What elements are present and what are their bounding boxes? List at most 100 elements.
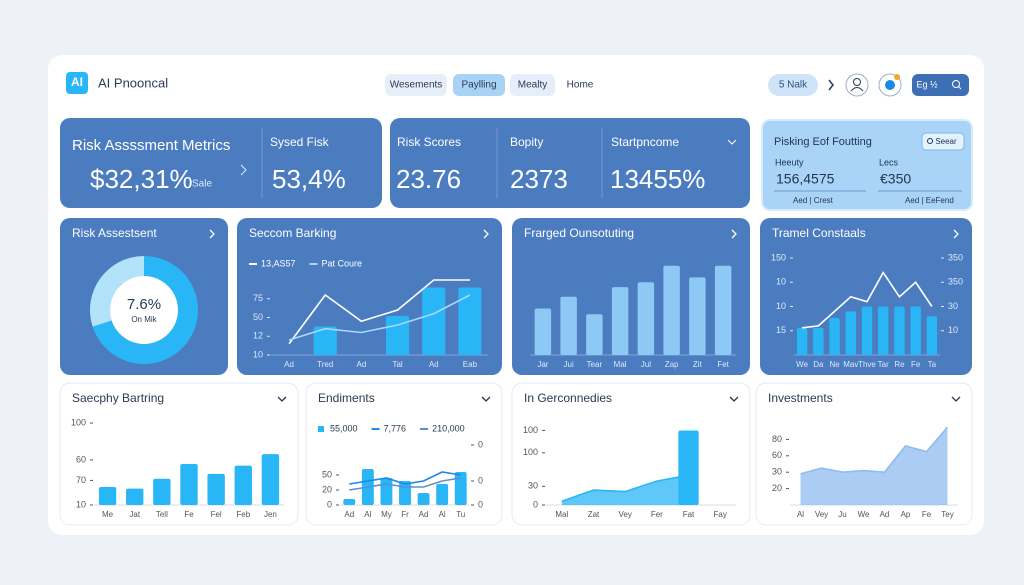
- area: [800, 427, 948, 505]
- x-tick-label: Ta: [928, 360, 937, 369]
- kpi-title: Risk Assssment Metrics: [72, 137, 230, 154]
- x-tick-label: Al: [439, 510, 446, 519]
- kpi-value: €350: [880, 171, 911, 187]
- x-tick-label: Ad: [429, 360, 439, 369]
- x-tick-label: Tey: [941, 510, 953, 519]
- bar: [180, 464, 198, 505]
- chevron[interactable]: [953, 229, 959, 239]
- x-tick-label: Thve: [858, 360, 876, 369]
- area: [561, 475, 689, 505]
- nav-label: Mealty: [518, 80, 547, 91]
- y2-tick-label: 0: [478, 439, 483, 449]
- bar: [454, 472, 467, 505]
- x-tick-label: Feb: [236, 510, 250, 519]
- x-tick-label: We: [796, 360, 808, 369]
- chevron[interactable]: [729, 396, 739, 402]
- chevron[interactable]: [277, 396, 287, 402]
- status-pill[interactable]: [768, 74, 818, 96]
- nav-tab[interactable]: [385, 74, 447, 96]
- bar: [611, 287, 629, 355]
- chevron[interactable]: [731, 229, 737, 239]
- bar: [126, 488, 144, 505]
- y-tick-label: 20: [772, 483, 782, 493]
- bar: [689, 277, 706, 355]
- panel-title: In Gerconnedies: [524, 391, 612, 405]
- x-tick-label: Ju: [838, 510, 846, 519]
- search-icon-handle: [958, 86, 962, 90]
- x-tick-label: Ad: [419, 510, 429, 519]
- donut-hole: [110, 276, 178, 344]
- bar: [534, 308, 552, 355]
- bar: [637, 282, 655, 355]
- chevron[interactable]: [727, 139, 737, 145]
- kpi-card: [60, 118, 382, 208]
- nav-label: Paylling: [461, 80, 496, 91]
- y-tick-label: 10: [776, 301, 786, 311]
- x-tick-label: Mal: [614, 360, 627, 369]
- status-text: 5 Nalk: [779, 80, 808, 91]
- bar: [417, 493, 430, 505]
- bar: [380, 478, 393, 505]
- kpi-label: Heeuty: [775, 157, 804, 167]
- chevron[interactable]: [483, 229, 489, 239]
- x-tick-label: Ad: [357, 360, 367, 369]
- notification-dot: [894, 74, 900, 80]
- x-tick-label: Ne: [829, 360, 840, 369]
- kpi-title: Pisking Eof Foutting: [774, 136, 872, 148]
- filter-button[interactable]: [921, 132, 965, 151]
- chevron[interactable]: [951, 396, 961, 402]
- line: [802, 271, 933, 329]
- x-tick-label: Me: [102, 510, 114, 519]
- bar: [678, 430, 699, 505]
- kpi-footer: Aed | Crest: [793, 196, 834, 205]
- x-tick-label: Tar: [878, 360, 889, 369]
- legend-label: 7,776: [384, 423, 407, 433]
- nav-label: Home: [567, 80, 594, 91]
- nav-label: Wesements: [390, 80, 443, 91]
- line: [800, 426, 949, 475]
- y-tick-label: 70: [76, 475, 86, 485]
- bar: [313, 326, 337, 355]
- search-icon: [952, 80, 960, 88]
- button-icon: [927, 138, 933, 144]
- kpi-note: Sale: [192, 179, 212, 190]
- y-tick-label: 10: [76, 499, 86, 509]
- y-tick-label: 30: [772, 467, 782, 477]
- nav-tab[interactable]: [510, 74, 555, 96]
- bar: [845, 311, 856, 355]
- x-tick-label: Tred: [317, 360, 333, 369]
- settings-core: [885, 80, 895, 90]
- panel-title: Saecphy Bartring: [72, 391, 164, 405]
- y-tick-label: 30: [528, 481, 538, 491]
- y2-tick-label: 30: [948, 301, 958, 311]
- kpi-label: Startpncome: [611, 135, 679, 149]
- donut-slice: [89, 256, 144, 327]
- app-name: AI Pnooncal: [98, 75, 168, 90]
- x-tick-label: Jui: [564, 360, 574, 369]
- legend-swatch: [318, 426, 324, 432]
- chevron[interactable]: [209, 229, 215, 239]
- y-tick-label: 75: [253, 293, 263, 303]
- logo: AI: [71, 75, 83, 89]
- x-tick-label: Al: [364, 510, 371, 519]
- line: [349, 477, 461, 491]
- bar: [796, 327, 808, 355]
- kpi-value: 156,4575: [776, 171, 835, 187]
- chevron[interactable]: [828, 79, 834, 91]
- y-tick-label: 60: [76, 454, 86, 464]
- x-tick-label: Jat: [129, 510, 140, 519]
- kpi-value: 2373: [510, 164, 568, 194]
- chevron: [240, 164, 247, 176]
- x-tick-label: Fay: [713, 510, 726, 519]
- y-tick-label: 80: [772, 434, 782, 444]
- y2-tick-label: 350: [948, 277, 963, 287]
- y-tick-label: 100: [523, 425, 538, 435]
- bar: [98, 486, 117, 505]
- x-tick-label: Fr: [401, 510, 409, 519]
- chevron[interactable]: [481, 396, 491, 402]
- x-tick-label: Tear: [587, 360, 603, 369]
- nav-tab[interactable]: [453, 74, 505, 96]
- search-button[interactable]: [912, 74, 969, 96]
- y2-tick-label: 0: [478, 475, 483, 485]
